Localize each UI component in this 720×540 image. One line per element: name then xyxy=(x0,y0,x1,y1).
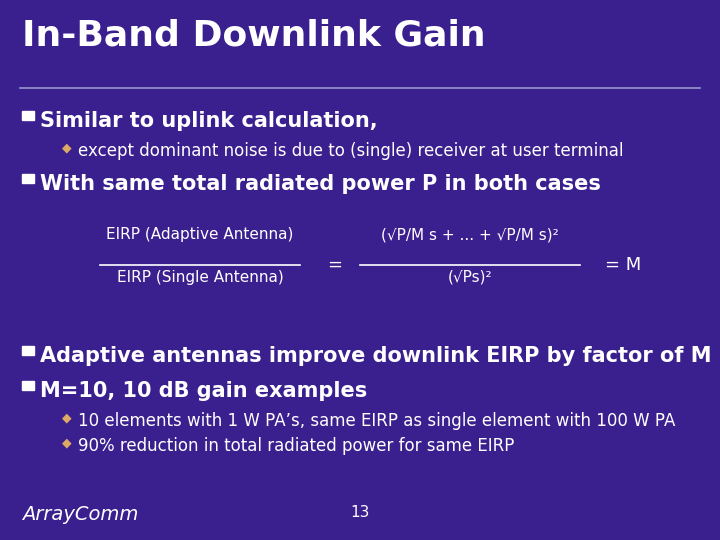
Text: With same total radiated power P in both cases: With same total radiated power P in both… xyxy=(40,174,601,194)
Text: ◆: ◆ xyxy=(62,142,71,155)
Text: 90% reduction in total radiated power for same EIRP: 90% reduction in total radiated power fo… xyxy=(78,437,514,455)
Text: (√P/M s + ... + √P/M s)²: (√P/M s + ... + √P/M s)² xyxy=(381,227,559,242)
Text: EIRP (Single Antenna): EIRP (Single Antenna) xyxy=(117,270,284,285)
Text: ArrayComm: ArrayComm xyxy=(22,505,138,524)
Text: except dominant noise is due to (single) receiver at user terminal: except dominant noise is due to (single)… xyxy=(78,142,624,160)
Bar xyxy=(22,346,34,355)
Text: = M: = M xyxy=(605,256,642,274)
Text: =: = xyxy=(328,256,343,274)
Text: ◆: ◆ xyxy=(62,412,71,425)
Text: 10 elements with 1 W PA’s, same EIRP as single element with 100 W PA: 10 elements with 1 W PA’s, same EIRP as … xyxy=(78,412,675,430)
Bar xyxy=(22,111,34,120)
Text: EIRP (Adaptive Antenna): EIRP (Adaptive Antenna) xyxy=(107,227,294,242)
Text: 13: 13 xyxy=(351,505,369,520)
Text: M=10, 10 dB gain examples: M=10, 10 dB gain examples xyxy=(40,381,367,401)
Text: Similar to uplink calculation,: Similar to uplink calculation, xyxy=(40,111,377,131)
Text: (√Ps)²: (√Ps)² xyxy=(448,270,492,285)
Text: In-Band Downlink Gain: In-Band Downlink Gain xyxy=(22,18,485,52)
Text: ◆: ◆ xyxy=(62,437,71,450)
Text: Adaptive antennas improve downlink EIRP by factor of M: Adaptive antennas improve downlink EIRP … xyxy=(40,346,711,366)
Bar xyxy=(22,174,34,184)
Bar xyxy=(22,381,34,390)
